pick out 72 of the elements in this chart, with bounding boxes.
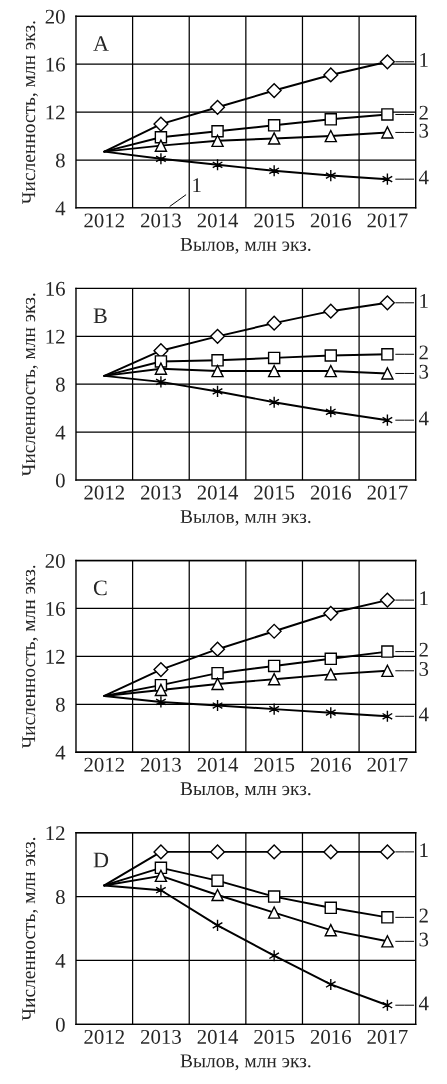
x-axis-title: Вылов, млн экз.	[180, 510, 311, 526]
legend-label: 2	[419, 908, 428, 923]
y-tick-label: 8	[55, 889, 65, 905]
x-tick-label: 2014	[197, 1029, 239, 1044]
x-tick-label: 2017	[367, 213, 408, 228]
x-tick-label: 2014	[197, 485, 239, 500]
y-axis-title: Численность, млн экз.	[22, 565, 39, 749]
annotation: D	[93, 852, 109, 868]
legend-label: 1	[420, 591, 428, 606]
x-tick-label: 2017	[367, 757, 408, 772]
x-tick-label: 2017	[367, 1029, 408, 1044]
y-tick-label: 4	[55, 954, 66, 968]
x-tick-label: 2013	[141, 757, 181, 772]
legend-label: 1	[420, 53, 428, 67]
x-tick-label: 2014	[197, 213, 239, 228]
y-tick-label: 16	[46, 601, 65, 616]
y-tick-label: 4	[55, 425, 66, 440]
annotation: B	[93, 308, 107, 324]
legend-label: 3	[419, 123, 429, 138]
x-tick-label: 2015	[254, 757, 295, 772]
y-axis-title: Численность, млн экз.	[22, 21, 39, 204]
x-tick-label: 2016	[310, 213, 351, 228]
x-tick-label: 2016	[310, 485, 351, 500]
x-axis-title: Вылов, млн экз.	[180, 1054, 311, 1071]
legend-label: 1	[420, 294, 428, 308]
x-axis-title: Вылов, млн экз.	[180, 782, 311, 799]
y-tick-label: 12	[46, 826, 65, 840]
legend-label: 3	[419, 364, 429, 379]
legend-label: 2	[419, 345, 428, 360]
y-axis-title: Численность, млн экз.	[22, 293, 39, 477]
y-tick-label: 16	[46, 281, 65, 296]
legend-label: 2	[419, 105, 428, 120]
y-tick-label: 20	[45, 9, 65, 24]
y-tick-label: 4	[55, 745, 66, 760]
x-tick-label: 2012	[84, 485, 124, 500]
y-tick-label: 12	[46, 329, 65, 344]
x-tick-label: 2012	[84, 757, 124, 772]
x-tick-label: 2012	[84, 1029, 124, 1044]
annotation: A	[93, 36, 109, 51]
legend-label: 4	[418, 170, 429, 185]
y-tick-label: 20	[45, 553, 65, 568]
legend-label: 1	[420, 843, 428, 857]
x-tick-label: 2015	[254, 1029, 295, 1044]
x-tick-label: 2013	[141, 213, 181, 228]
x-tick-label: 2016	[310, 1029, 351, 1044]
x-tick-label: 2013	[141, 1029, 181, 1044]
legend-label: 2	[419, 642, 428, 657]
x-tick-label: 2015	[254, 485, 295, 500]
legend-label: 4	[418, 996, 429, 1011]
y-tick-label: 4	[55, 201, 66, 216]
x-tick-label: 2016	[310, 757, 351, 772]
y-tick-label: 0	[55, 1017, 65, 1032]
y-tick-label: 0	[55, 473, 65, 488]
x-axis-title: Вылов, млн экз.	[180, 237, 311, 254]
y-axis-title: Численность, млн экз.	[22, 837, 39, 1021]
y-tick-label: 8	[55, 153, 65, 168]
x-tick-label: 2013	[141, 485, 181, 500]
annotation: C	[93, 580, 107, 596]
x-tick-label: 2015	[254, 213, 295, 228]
y-tick-label: 16	[46, 57, 65, 72]
legend-label: 4	[418, 411, 429, 426]
legend-label: 4	[418, 707, 429, 722]
legend-label: 3	[419, 661, 429, 676]
x-tick-label: 2017	[367, 485, 408, 500]
x-tick-label: 2014	[197, 757, 239, 772]
y-tick-label: 8	[55, 697, 65, 712]
y-tick-label: 8	[55, 377, 65, 392]
legend-label: 3	[419, 932, 429, 947]
y-tick-label: 12	[46, 105, 65, 120]
annotation: 1	[193, 178, 201, 192]
y-tick-label: 12	[46, 649, 65, 664]
x-tick-label: 2012	[84, 213, 124, 228]
